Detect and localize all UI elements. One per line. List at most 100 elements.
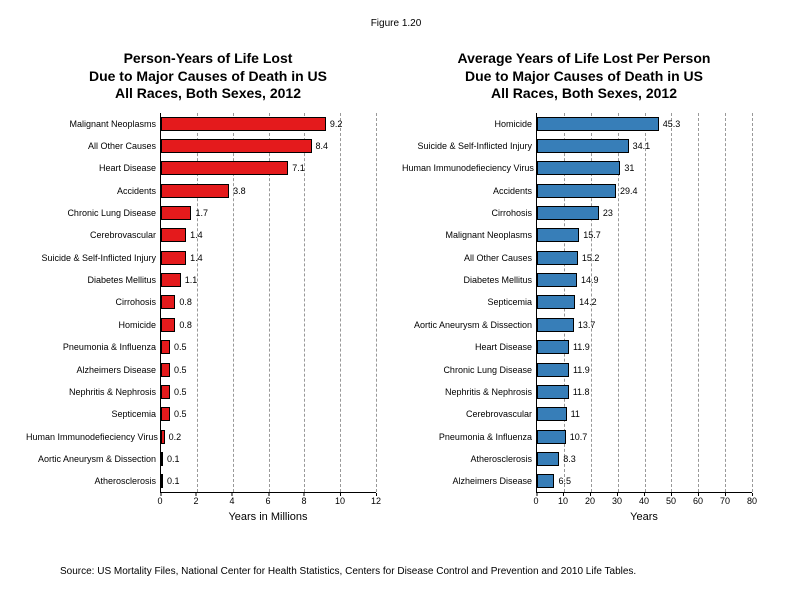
- category-label: Cerebrovascular: [402, 409, 532, 419]
- bar: [537, 407, 567, 421]
- right-x-label: Years: [536, 511, 752, 523]
- bar-value: 1.1: [185, 275, 198, 285]
- bar-row: Pneumonia & Influenza10.7: [537, 425, 752, 447]
- bar-row: Septicemia14.2: [537, 291, 752, 313]
- bar-row: Cirrohosis23: [537, 202, 752, 224]
- x-tick: 4: [229, 496, 234, 506]
- bar-value: 29.4: [620, 186, 638, 196]
- x-tick: 8: [301, 496, 306, 506]
- right-chart-panel: Average Years of Life Lost Per Person Du…: [406, 50, 762, 523]
- bar: [537, 161, 620, 175]
- bar: [537, 139, 629, 153]
- bar: [161, 161, 288, 175]
- bar-value: 0.8: [179, 297, 192, 307]
- category-label: Septicemia: [26, 409, 156, 419]
- category-label: Heart Disease: [26, 163, 156, 173]
- bar: [161, 452, 163, 466]
- bar-value: 3.8: [233, 186, 246, 196]
- category-label: Alzheimers Disease: [26, 365, 156, 375]
- bar-row: Aortic Aneurysm & Dissection0.1: [161, 448, 376, 470]
- bar: [537, 184, 616, 198]
- bar: [161, 318, 175, 332]
- bar-row: Cerebrovascular11: [537, 403, 752, 425]
- category-label: Suicide & Self-Inflicted Injury: [26, 253, 156, 263]
- bar: [537, 452, 559, 466]
- category-label: Cirrohosis: [402, 208, 532, 218]
- bar: [537, 273, 577, 287]
- bar-value: 14.2: [579, 297, 597, 307]
- x-tick: 0: [533, 496, 538, 506]
- bar-value: 0.1: [167, 454, 180, 464]
- bar-row: Septicemia0.5: [161, 403, 376, 425]
- title-line: All Races, Both Sexes, 2012: [491, 85, 677, 101]
- bar: [537, 295, 575, 309]
- category-label: Pneumonia & Influenza: [26, 342, 156, 352]
- bar-row: Pneumonia & Influenza0.5: [161, 336, 376, 358]
- bar-value: 11.9: [573, 365, 590, 375]
- bar-row: Atherosclerosis0.1: [161, 470, 376, 492]
- bar-value: 0.5: [174, 387, 187, 397]
- x-tick: 30: [612, 496, 622, 506]
- bar-value: 0.1: [167, 476, 180, 486]
- bar-row: Suicide & Self-Inflicted Injury1.4: [161, 247, 376, 269]
- category-label: Homicide: [26, 320, 156, 330]
- bar-row: Accidents3.8: [161, 180, 376, 202]
- bar-row: Diabetes Mellitus14.9: [537, 269, 752, 291]
- bar-row: Nephritis & Nephrosis0.5: [161, 381, 376, 403]
- category-label: Aortic Aneurysm & Dissection: [26, 454, 156, 464]
- bar-row: Nephritis & Nephrosis11.8: [537, 381, 752, 403]
- bar: [537, 363, 569, 377]
- category-label: Nephritis & Nephrosis: [26, 387, 156, 397]
- category-label: Nephritis & Nephrosis: [402, 387, 532, 397]
- x-tick: 10: [558, 496, 568, 506]
- bar-value: 1.4: [190, 253, 203, 263]
- bar-value: 6.5: [558, 476, 571, 486]
- bar-row: Alzheimers Disease6.5: [537, 470, 752, 492]
- x-tick: 50: [666, 496, 676, 506]
- right-plot-area: Homicide45.3Suicide & Self-Inflicted Inj…: [536, 113, 752, 493]
- title-line: Average Years of Life Lost Per Person: [458, 50, 711, 66]
- bar-value: 15.7: [583, 230, 601, 240]
- bar-value: 8.4: [316, 141, 329, 151]
- bar-row: Human Immunodefieciency Virus31: [537, 157, 752, 179]
- bar-value: 11.9: [573, 342, 590, 352]
- category-label: Chronic Lung Disease: [402, 365, 532, 375]
- category-label: Human Immunodefieciency Virus: [26, 432, 156, 442]
- bar: [161, 273, 181, 287]
- x-tick: 80: [747, 496, 757, 506]
- x-tick: 0: [157, 496, 162, 506]
- bar-value: 13.7: [578, 320, 596, 330]
- bar: [161, 228, 186, 242]
- category-label: Cirrohosis: [26, 297, 156, 307]
- charts-container: Person-Years of Life Lost Due to Major C…: [30, 50, 762, 523]
- source-note: Source: US Mortality Files, National Cen…: [60, 566, 732, 577]
- bar-row: Suicide & Self-Inflicted Injury34.1: [537, 135, 752, 157]
- bar-value: 15.2: [582, 253, 600, 263]
- bar-value: 31: [624, 163, 634, 173]
- bar-value: 0.5: [174, 342, 187, 352]
- x-tick: 10: [335, 496, 345, 506]
- bar-value: 14.9: [581, 275, 599, 285]
- gridline: [376, 113, 377, 492]
- bar-value: 11: [571, 409, 580, 419]
- bar-row: Malignant Neoplasms9.2: [161, 113, 376, 135]
- category-label: Malignant Neoplasms: [402, 230, 532, 240]
- bar: [537, 385, 569, 399]
- bar: [537, 251, 578, 265]
- category-label: Accidents: [26, 186, 156, 196]
- x-tick: 40: [639, 496, 649, 506]
- bar-row: Atherosclerosis8.3: [537, 448, 752, 470]
- category-label: Atherosclerosis: [402, 454, 532, 464]
- bar-row: Homicide0.8: [161, 314, 376, 336]
- category-label: Alzheimers Disease: [402, 476, 532, 486]
- category-label: Pneumonia & Influenza: [402, 432, 532, 442]
- category-label: Diabetes Mellitus: [402, 275, 532, 285]
- bar: [161, 184, 229, 198]
- category-label: Human Immunodefieciency Virus: [402, 163, 532, 173]
- category-label: Accidents: [402, 186, 532, 196]
- bar: [537, 474, 554, 488]
- bar-value: 7.1: [292, 163, 305, 173]
- bar-value: 9.2: [330, 119, 343, 129]
- category-label: Diabetes Mellitus: [26, 275, 156, 285]
- bar-value: 10.7: [570, 432, 588, 442]
